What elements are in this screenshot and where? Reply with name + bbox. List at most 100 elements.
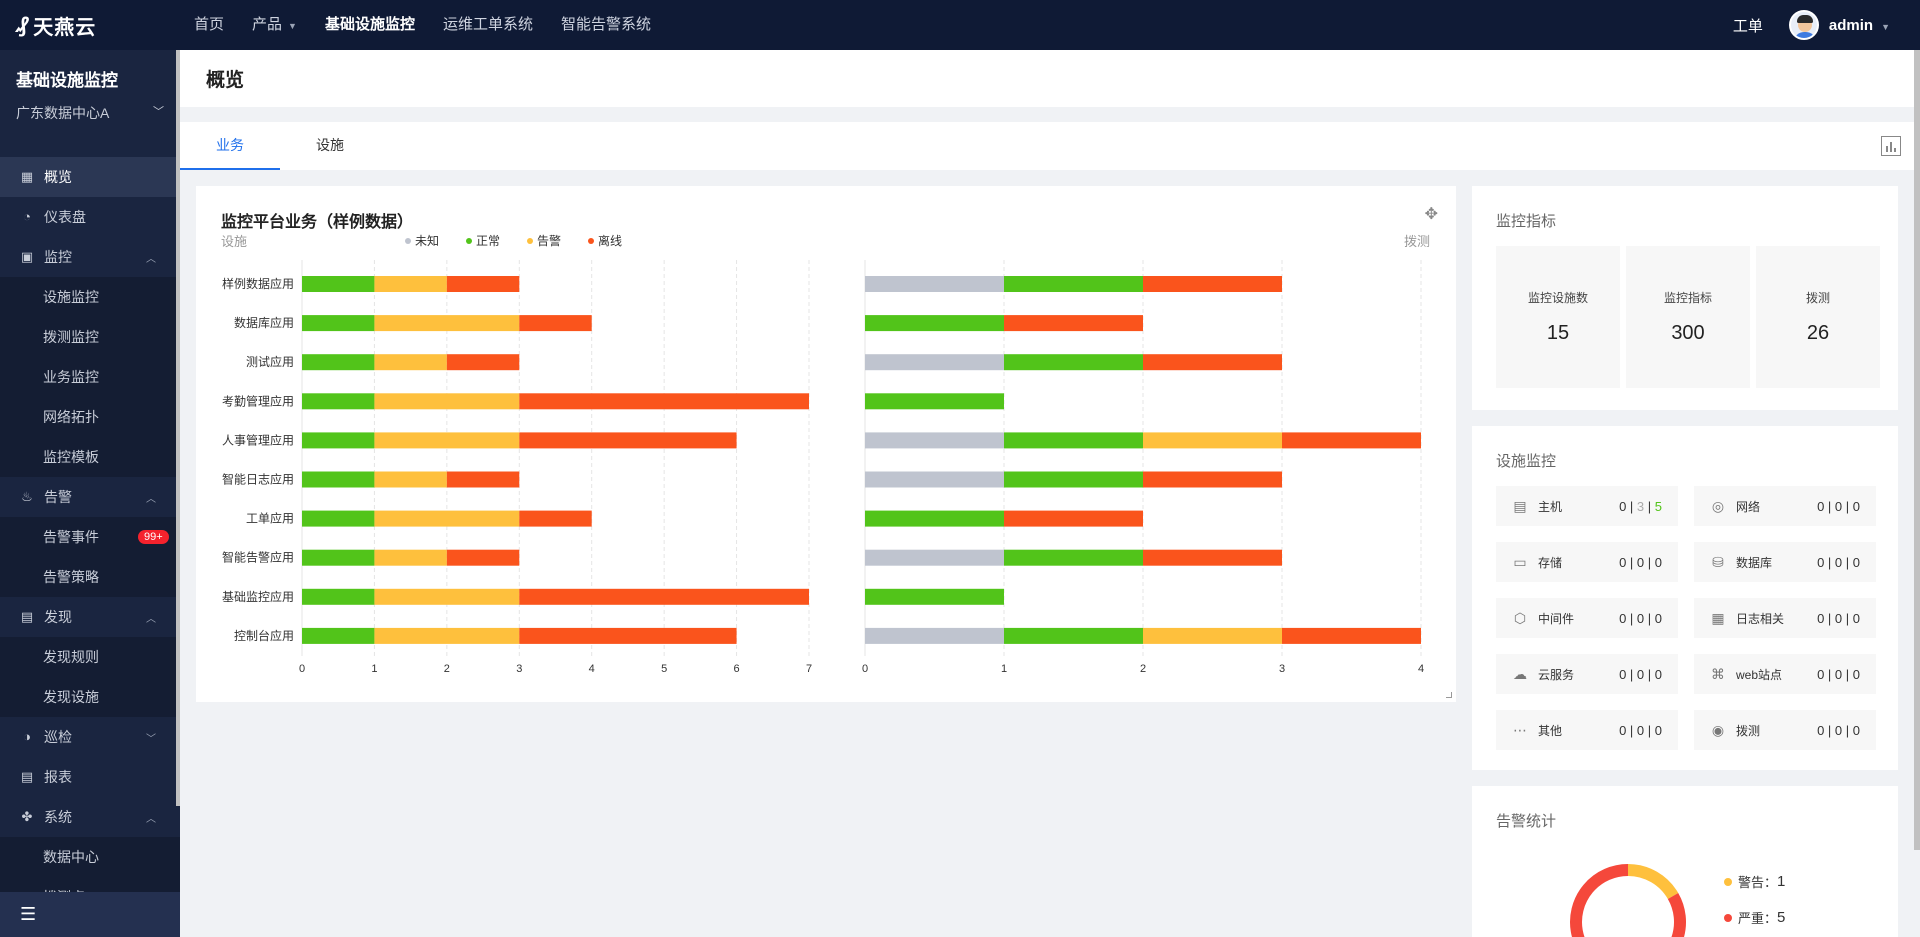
- sidebar-item-15[interactable]: ▤ 报表: [0, 757, 180, 797]
- facility-item[interactable]: ▤ 主机 0 | 3 | 5: [1496, 486, 1678, 526]
- sidebar-item-label: 设施监控: [43, 289, 99, 305]
- nav-item-2[interactable]: 基础设施监控: [311, 0, 429, 50]
- right-bar-7-1: [1004, 549, 1143, 566]
- sidebar-item-8[interactable]: ♨ 告警 ︿: [0, 477, 180, 517]
- metric-value: 300: [1671, 322, 1705, 344]
- facility-item[interactable]: ⌘ web站点 0 | 0 | 0: [1694, 654, 1876, 694]
- legend-dot: [1724, 913, 1732, 922]
- facility-item[interactable]: ☁ 云服务 0 | 0 | 0: [1496, 654, 1678, 694]
- move-icon[interactable]: ✥: [1424, 206, 1438, 223]
- category-label-5: 智能日志应用: [222, 472, 294, 487]
- count-1: 0: [1619, 498, 1627, 514]
- left-tick-label-2: 2: [444, 663, 450, 675]
- facility-item[interactable]: ⬡ 中间件 0 | 0 | 0: [1496, 598, 1678, 638]
- facility-item[interactable]: ▦ 日志相关 0 | 0 | 0: [1694, 598, 1876, 638]
- category-label-7: 智能告警应用: [222, 550, 294, 565]
- sidebar-subitem-4[interactable]: 拨测监控: [0, 317, 180, 357]
- user-menu[interactable]: admin ▼: [1829, 17, 1890, 34]
- count-3: 0: [1852, 610, 1860, 626]
- right-chart-label: 拨测: [1404, 234, 1430, 249]
- page-title: 概览: [180, 50, 1915, 107]
- left-bar-0-0: [302, 276, 375, 292]
- ticket-link[interactable]: 工单: [1732, 17, 1763, 35]
- legend-dot-3: [588, 238, 594, 244]
- count-3: 0: [1654, 610, 1662, 626]
- right-bar-3-1: [865, 393, 1004, 410]
- tab-0[interactable]: 业务: [180, 122, 280, 170]
- donut-slice-1[interactable]: [1570, 864, 1686, 937]
- facility-item[interactable]: ⛁ 数据库 0 | 0 | 0: [1694, 542, 1876, 582]
- sidebar-subitem-5[interactable]: 业务监控: [0, 357, 180, 397]
- datacenter-select[interactable]: 广东数据中心A ﹀: [16, 103, 164, 123]
- sidebar-subitem-9[interactable]: 告警事件 99+: [0, 517, 180, 557]
- user-avatar[interactable]: [1788, 10, 1819, 40]
- sidebar-subitem-7[interactable]: 监控模板: [0, 437, 180, 477]
- metric-box[interactable]: 监控设施数 15: [1496, 246, 1620, 388]
- sidebar-item-14[interactable]: ◑ 巡检 ﹀: [0, 717, 180, 757]
- nav-item-label: 运维工单系统: [442, 16, 533, 33]
- grid-icon: ▦: [20, 169, 34, 184]
- resize-handle-icon[interactable]: [1446, 692, 1452, 698]
- nav-item-4[interactable]: 智能告警系统: [547, 0, 665, 50]
- count-1: 0: [1817, 722, 1825, 738]
- right-tick-label-2: 2: [1140, 663, 1146, 675]
- facility-counts: 0 | 3 | 5: [1619, 498, 1662, 514]
- count-2: 0: [1636, 554, 1645, 570]
- chart-toggle-icon[interactable]: [1881, 136, 1901, 156]
- facility-item[interactable]: ⋯ 其他 0 | 0 | 0: [1496, 710, 1678, 750]
- metric-box[interactable]: 拨测 26: [1756, 246, 1880, 388]
- sidebar-subitem-17[interactable]: 数据中心: [0, 837, 180, 877]
- brand-logo[interactable]: ₰ 天燕云: [0, 11, 180, 40]
- count-2: 0: [1834, 722, 1843, 738]
- alert-legend-item[interactable]: 严重： 5: [1724, 908, 1785, 927]
- discover-icon: ▤: [20, 609, 34, 624]
- sidebar-subitem-10[interactable]: 告警策略: [0, 557, 180, 597]
- right-bar-2-0: [865, 354, 1004, 371]
- sidebar-item-11[interactable]: ▤ 发现 ︿: [0, 597, 180, 637]
- left-bar-1-2: [519, 315, 592, 332]
- sidebar-item-16[interactable]: ✤ 系统 ︿: [0, 797, 180, 837]
- metrics-card: 监控指标 监控设施数 15 监控指标 300 拨测 26: [1472, 186, 1898, 410]
- facility-item[interactable]: ◎ 网络 0 | 0 | 0: [1694, 486, 1876, 526]
- sidebar-subitem-6[interactable]: 网络拓扑: [0, 397, 180, 437]
- alert-donut-chart: [1570, 864, 1686, 937]
- sidebar-item-label: 告警: [44, 489, 72, 505]
- sidebar-menu: ▦ 概览 ◔ 仪表盘 ▣ 监控 ︿ 设施监控拨测监控 业务监控 网络拓扑 监控模板 ♨ 告警 ︿ 告警事件 9…: [0, 157, 180, 917]
- count-3: 0: [1852, 554, 1860, 570]
- sidebar-subitem-13[interactable]: 发现设施: [0, 677, 180, 717]
- alert-legend-item[interactable]: 警告： 1: [1724, 872, 1785, 891]
- sidebar-item-2[interactable]: ▣ 监控 ︿: [0, 237, 180, 277]
- left-tick-label-1: 1: [371, 663, 377, 675]
- right-tick-label-1: 1: [1001, 663, 1007, 675]
- sidebar-item-0[interactable]: ▦ 概览: [0, 157, 180, 197]
- right-bar-4-3: [1282, 432, 1421, 449]
- nav-item-3[interactable]: 运维工单系统: [429, 0, 547, 50]
- left-bar-6-2: [519, 510, 592, 527]
- legend-dot-0: [405, 238, 411, 244]
- facility-item[interactable]: ▭ 存储 0 | 0 | 0: [1496, 542, 1678, 582]
- left-bar-6-1: [374, 510, 520, 527]
- left-bar-0-2: [446, 276, 520, 292]
- donut-slice-0[interactable]: [1627, 864, 1679, 900]
- collapse-sidebar-button[interactable]: ☰: [0, 892, 180, 937]
- sidebar-subitem-3[interactable]: 设施监控: [0, 277, 180, 317]
- facility-counts: 0 | 0 | 0: [1817, 498, 1860, 514]
- facility-card: 设施监控 ▤ 主机 0 | 3 | 5 ◎ 网络 0 | 0 | 0 ▭ 存储 0 | 0 | …: [1472, 426, 1898, 770]
- count-2: 0: [1636, 666, 1645, 682]
- nav-item-1[interactable]: 产品 ▼: [238, 0, 311, 50]
- right-bar-7-3: [1143, 549, 1282, 566]
- facility-name: 网络: [1736, 499, 1761, 514]
- sidebar-subitem-12[interactable]: 发现规则: [0, 637, 180, 677]
- sidebar-item-1[interactable]: ◔ 仪表盘: [0, 197, 180, 237]
- nav-item-0[interactable]: 首页: [180, 0, 238, 50]
- right-bar-0-3: [1143, 276, 1282, 292]
- page-scrollbar[interactable]: [1914, 50, 1920, 850]
- metric-box[interactable]: 监控指标 300: [1626, 246, 1750, 388]
- facility-item[interactable]: ◉ 拨测 0 | 0 | 0: [1694, 710, 1876, 750]
- sidebar-scrollbar[interactable]: [176, 50, 180, 806]
- sidebar-item-label: 告警策略: [43, 569, 99, 585]
- category-label-6: 工单应用: [246, 511, 294, 526]
- right-bar-9-2: [1143, 627, 1282, 644]
- chevron-up-icon: ︿: [146, 813, 156, 825]
- tab-1[interactable]: 设施: [316, 137, 344, 153]
